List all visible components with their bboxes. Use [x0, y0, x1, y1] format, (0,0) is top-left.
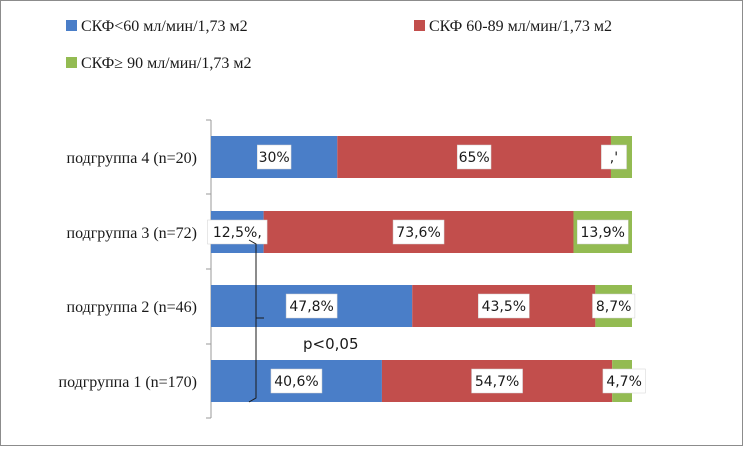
svg-text:40,6%: 40,6% [274, 374, 318, 390]
bracket-line [248, 239, 257, 403]
svg-text:73,6%: 73,6% [396, 225, 440, 241]
data-labels: 30% 65% ,' 12,5%, 73,6% 13,9% 47,8% 43,5% 8,7% 40… [207, 144, 646, 394]
legend-swatch-1 [66, 20, 77, 31]
category-label-1: подгруппа 4 (n=20) [67, 150, 198, 167]
bars [211, 136, 632, 402]
category-label-3: подгруппа 2 (n=46) [67, 299, 198, 316]
data-label-4-3: 4,7% [602, 368, 646, 394]
significance-bracket: p<0,05 [248, 239, 359, 403]
svg-text:54,7%: 54,7% [475, 374, 519, 390]
data-label-2-3: 13,9% [576, 219, 629, 245]
category-label-2: подгруппа 3 (n=72) [67, 225, 198, 242]
category-label-4: подгруппа 1 (n=170) [59, 374, 198, 391]
data-label-4-2: 54,7% [471, 368, 523, 394]
data-label-3-3: 8,7% [592, 293, 636, 319]
legend-label-1: СКФ<60 мл/мин/1,73 м2 [81, 18, 248, 35]
svg-text:47,8%: 47,8% [289, 299, 333, 315]
data-label-2-1: 12,5%, [207, 219, 268, 245]
data-label-3-1: 47,8% [285, 293, 338, 319]
category-axis-ticks [206, 119, 211, 419]
svg-text:,': ,' [610, 150, 618, 166]
data-label-1-1: 30% [257, 144, 292, 170]
svg-text:65%: 65% [459, 150, 490, 166]
svg-text:4,7%: 4,7% [606, 374, 642, 390]
data-label-1-3: ,' [601, 144, 627, 170]
svg-text:43,5%: 43,5% [482, 299, 526, 315]
svg-text:13,9%: 13,9% [580, 225, 624, 241]
p-value-annotation: p<0,05 [303, 335, 359, 353]
legend-label-3: СКФ≥ 90 мл/мин/1,73 м2 [81, 55, 251, 72]
legend-label-2: СКФ 60-89 мл/мин/1,73 м2 [429, 18, 612, 35]
data-label-3-2: 43,5% [478, 293, 530, 319]
category-labels: подгруппа 4 (n=20) подгруппа 3 (n=72) подг… [59, 150, 198, 391]
data-label-2-2: 73,6% [392, 219, 445, 245]
legend-swatch-2 [414, 20, 425, 31]
svg-text:8,7%: 8,7% [596, 299, 632, 315]
svg-text:30%: 30% [259, 150, 290, 166]
legend-swatch-3 [66, 57, 77, 68]
data-label-1-2: 65% [456, 144, 492, 170]
data-label-4-1: 40,6% [270, 368, 323, 394]
svg-text:12,5%,: 12,5%, [213, 225, 262, 241]
legend: СКФ<60 мл/мин/1,73 м2 СКФ 60-89 мл/мин/1,… [66, 18, 612, 72]
